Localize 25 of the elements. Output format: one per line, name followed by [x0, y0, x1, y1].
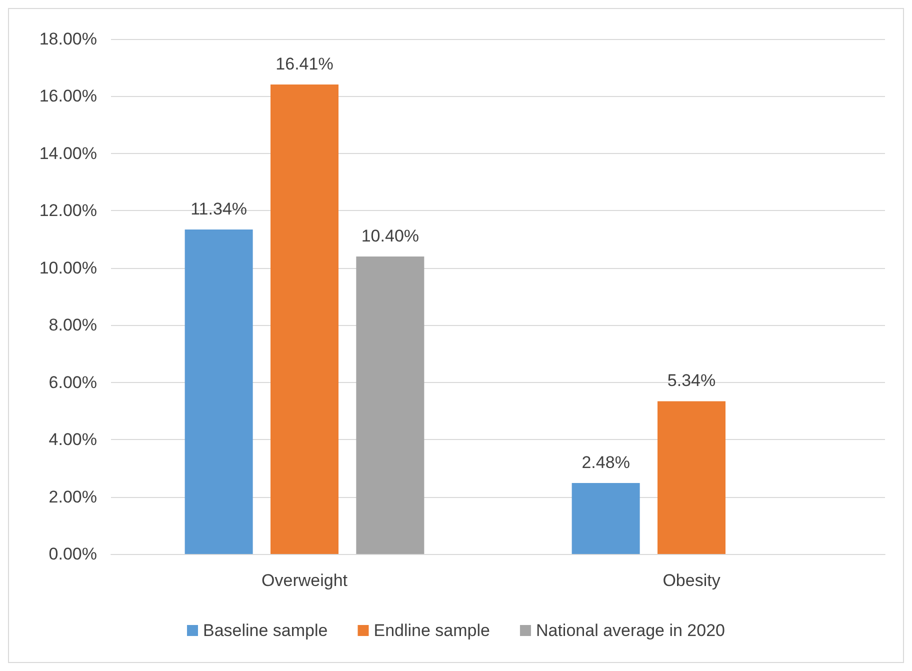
data-label: 5.34% — [667, 371, 716, 390]
data-label: 11.34% — [190, 200, 248, 219]
y-tick-label: 10.00% — [39, 258, 97, 278]
y-tick-label: 4.00% — [48, 430, 97, 450]
bar — [572, 483, 640, 554]
y-tick-label: 12.00% — [39, 201, 97, 220]
y-tick-label: 18.00% — [39, 30, 97, 48]
x-tick-label: Obesity — [662, 571, 721, 590]
bar — [356, 256, 424, 554]
legend-label: National average in 2020 — [536, 621, 726, 640]
y-tick-label: 2.00% — [48, 487, 97, 506]
legend-label: Endline sample — [374, 621, 490, 640]
y-tick-label: 14.00% — [39, 144, 97, 163]
y-tick-label: 6.00% — [48, 372, 97, 392]
y-tick-label: 8.00% — [48, 316, 97, 335]
data-label: 2.48% — [582, 453, 630, 472]
y-tick-label: 16.00% — [39, 86, 97, 106]
bar — [658, 401, 726, 554]
data-label: 16.41% — [276, 54, 334, 74]
x-tick-label: Overweight — [262, 571, 348, 590]
y-tick-label: 0.00% — [48, 544, 97, 564]
legend-label: Baseline sample — [203, 621, 328, 640]
data-label: 10.40% — [361, 226, 420, 246]
bar — [270, 84, 338, 554]
bar — [184, 230, 253, 554]
